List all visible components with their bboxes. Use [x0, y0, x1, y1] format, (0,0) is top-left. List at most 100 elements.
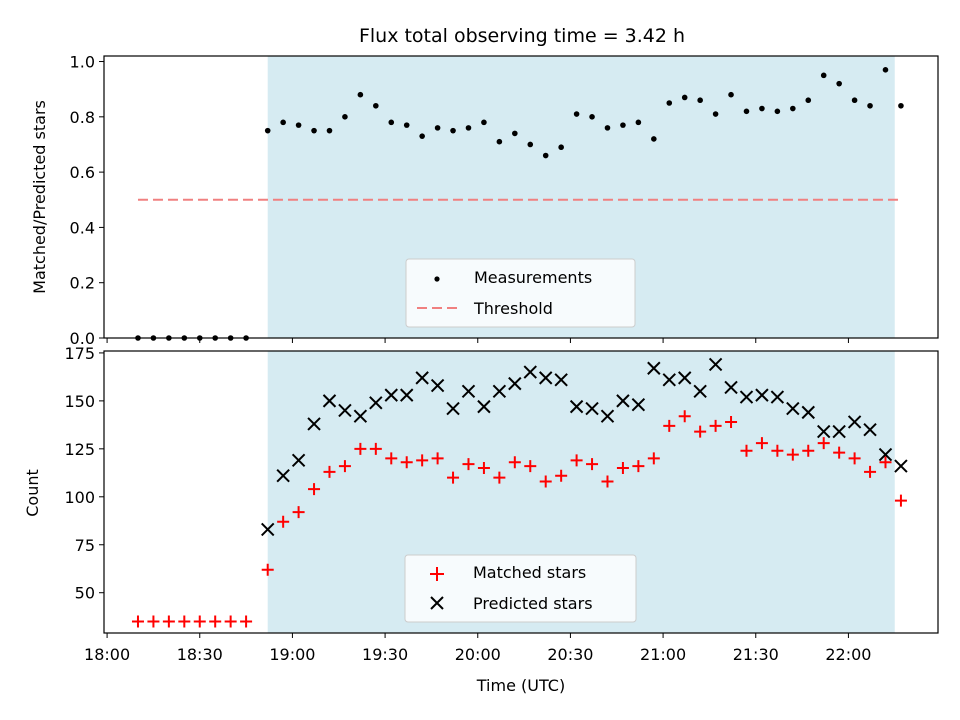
predicted-star-point — [678, 371, 692, 385]
bottom-x-axis-label: Time (UTC) — [476, 676, 565, 695]
matched-star-point — [647, 452, 660, 465]
top-y-tick-label: 1.0 — [70, 53, 95, 72]
bottom-y-tick-label: 125 — [64, 440, 95, 459]
threshold-legend-label: Threshold — [473, 299, 553, 318]
measurement-point — [666, 100, 673, 106]
matched-star-point — [740, 444, 753, 457]
top-y-tick-label: 0.8 — [70, 108, 95, 127]
measurement-point — [697, 97, 703, 104]
matched-star-point — [493, 471, 506, 484]
matched-star-point — [209, 615, 222, 628]
predicted-star-point — [415, 371, 429, 385]
matched-star-point — [308, 483, 321, 496]
predicted-star-point — [693, 384, 707, 398]
measurement-point — [527, 141, 534, 148]
measurement-point — [604, 125, 611, 131]
matched-star-point — [678, 410, 691, 423]
predicted-star-point — [631, 398, 646, 412]
bottom-x-tick-label: 19:30 — [362, 645, 408, 664]
measurement-point — [311, 127, 317, 134]
measurement-point — [326, 127, 333, 134]
matched-star-point — [131, 615, 144, 628]
matched-star-point — [323, 465, 336, 478]
predicted-star-point — [878, 447, 893, 462]
predicted-star-point — [863, 422, 877, 437]
measurement-point — [342, 114, 348, 120]
top-y-tick-label: 0.6 — [70, 163, 95, 182]
matched-star-point — [416, 454, 429, 467]
predicted-star-point — [801, 405, 815, 420]
matched-star-point — [524, 460, 537, 473]
bottom-x-axis: 18:00 18:30 19:00 19:30 20:00 20:30 21:00 21:30… — [84, 633, 871, 664]
measurement-point — [759, 105, 765, 112]
predicted-star-point — [508, 376, 522, 391]
bottom-x-tick-label: 21:00 — [640, 645, 686, 664]
measurement-point — [620, 122, 626, 128]
measurement-point — [373, 102, 379, 109]
measurement-point — [712, 111, 719, 117]
predicted-star-point — [307, 417, 321, 431]
matched-star-point — [725, 415, 738, 428]
measurement-point — [836, 80, 842, 87]
measurement-point — [419, 133, 425, 139]
top-panel: 0.0 0.2 0.4 0.6 0.8 1.0 Matched/Predicted sta… — [30, 53, 939, 348]
top-x-ticks — [106, 338, 849, 343]
measurement-point — [589, 114, 595, 120]
top-plot-frame — [103, 55, 939, 339]
matched-star-point — [277, 515, 290, 528]
measurement-point — [774, 108, 781, 115]
measurement-point — [512, 130, 518, 137]
measurement-point — [805, 97, 812, 104]
predicted-star-point — [430, 378, 445, 393]
measurement-point — [403, 122, 410, 128]
matched-star-point — [193, 615, 206, 628]
predicted-star-point — [817, 424, 831, 439]
predicted-star-point — [708, 357, 723, 372]
predicted-star-point — [446, 401, 460, 416]
matched-star-point — [663, 419, 676, 432]
matched-star-point — [786, 448, 799, 461]
predicted-star-point — [369, 396, 383, 410]
matched-star-point — [292, 506, 305, 519]
measurement-point — [728, 91, 734, 98]
matched-star-point — [400, 456, 413, 469]
measurement-point — [851, 97, 858, 104]
bottom-y-tick-label: 175 — [64, 344, 95, 363]
predicted-star-point — [539, 371, 553, 385]
bottom-x-tick-label: 20:00 — [455, 645, 501, 664]
matched-star-point — [586, 458, 599, 471]
matched-star-point — [162, 615, 175, 628]
predicted-star-point — [353, 409, 368, 423]
matched-star-point — [240, 615, 253, 628]
measurement-point — [434, 125, 441, 131]
bottom-y-tick-label: 150 — [64, 392, 95, 411]
predicted-star-point — [894, 459, 908, 473]
top-legend-frame — [405, 258, 636, 328]
bottom-y-axis-label: Count — [23, 469, 42, 517]
matched-stars-legend-label: Matched stars — [473, 563, 586, 582]
matched-star-point — [833, 446, 846, 459]
measurement-point — [743, 108, 750, 115]
matched-star-point — [802, 444, 815, 457]
matched-star-point — [462, 458, 475, 471]
predicted-star-point — [338, 403, 352, 418]
measurement-point — [635, 119, 642, 126]
top-y-axis-label: Matched/Predicted stars — [30, 100, 49, 294]
matched-star-point — [447, 471, 460, 484]
matched-star-point — [755, 437, 768, 450]
measurement-point — [481, 119, 487, 126]
matched-star-point — [555, 469, 568, 482]
matched-star-point — [539, 475, 552, 488]
predicted-star-point — [461, 384, 476, 398]
measurement-point — [450, 127, 456, 134]
measurement-point — [790, 105, 796, 112]
bottom-panel: 50 75 100 125 150 175 18:00 18:30 19:00 19:30 20:… — [23, 344, 939, 695]
predicted-star-point — [477, 399, 491, 414]
predicted-star-point — [755, 388, 769, 402]
matched-star-point — [864, 465, 877, 478]
predicted-star-point — [400, 388, 414, 402]
predicted-star-point — [616, 394, 630, 408]
bottom-x-tick-label: 18:30 — [177, 645, 223, 664]
predicted-star-point — [384, 388, 398, 402]
